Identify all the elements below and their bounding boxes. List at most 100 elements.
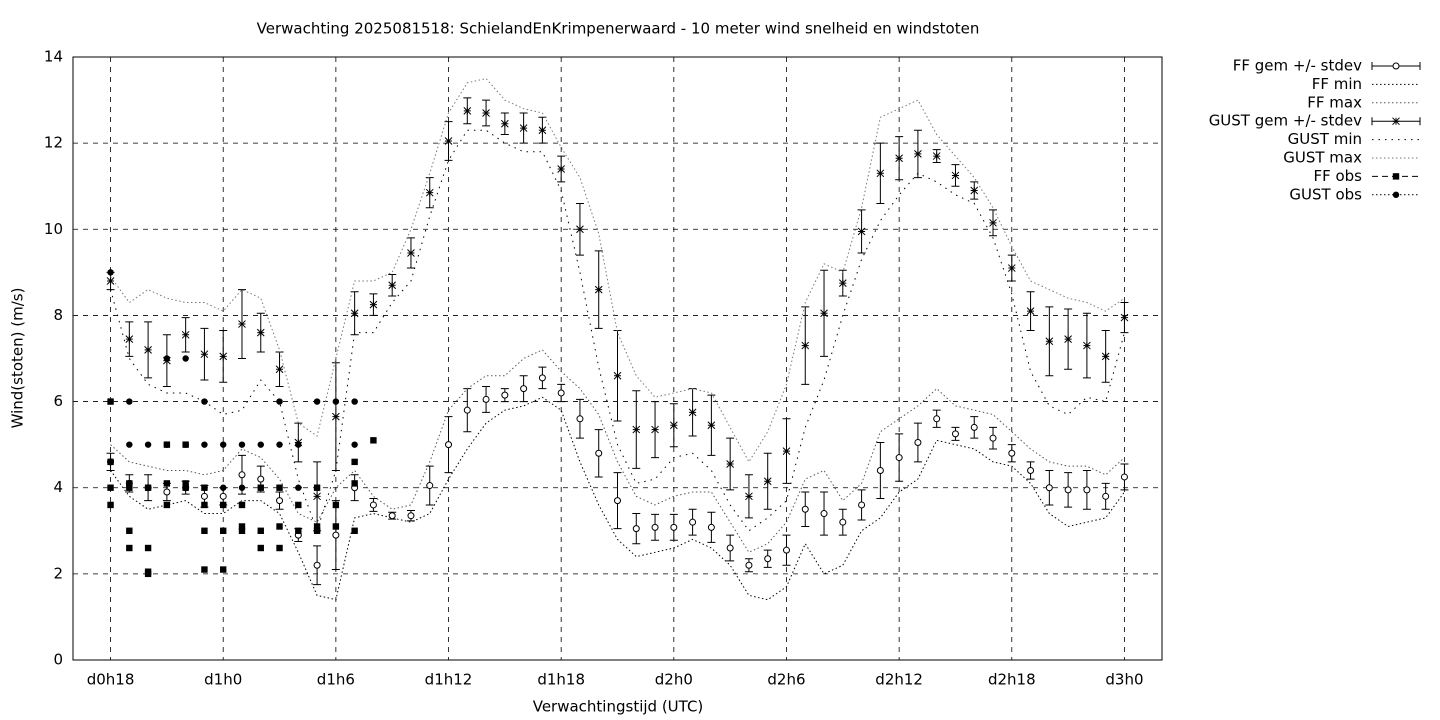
legend-marker (1392, 117, 1400, 126)
data-point (970, 423, 978, 431)
data-point (932, 152, 941, 160)
legend-label: FF gem +/- stdev (1233, 57, 1362, 75)
data-point (257, 527, 264, 534)
data-point (200, 350, 209, 359)
data-point (1007, 264, 1016, 272)
data-point (557, 165, 566, 173)
data-point (125, 335, 134, 343)
data-point (238, 523, 246, 530)
x-tick-label: d3h0 (1105, 671, 1143, 689)
data-point (1120, 313, 1129, 322)
data-point (895, 154, 903, 163)
data-point (276, 484, 283, 491)
data-point (144, 544, 152, 552)
y-tick-label: 14 (44, 48, 63, 66)
legend-label: GUST min (1288, 130, 1362, 148)
data-point (764, 555, 772, 563)
data-point (782, 546, 790, 554)
data-point (295, 501, 302, 509)
data-point (951, 430, 959, 438)
data-point (519, 124, 528, 132)
legend-label: GUST max (1283, 149, 1362, 167)
data-point (989, 218, 997, 227)
data-point (538, 374, 546, 382)
data-point (351, 527, 358, 534)
data-point (313, 492, 321, 501)
data-point (1083, 486, 1091, 494)
data-point (1027, 466, 1035, 474)
legend-swatch (1371, 62, 1421, 70)
data-point (163, 501, 171, 509)
data-point (106, 277, 115, 285)
data-point (801, 505, 809, 513)
data-point (220, 484, 227, 491)
envelope-line (110, 396, 1125, 601)
data-point (801, 341, 810, 350)
envelope-line (110, 129, 1125, 533)
data-point (1101, 352, 1110, 361)
data-point (144, 484, 152, 491)
data-point (163, 355, 171, 362)
data-point (126, 398, 133, 405)
data-point (332, 531, 340, 539)
data-point (482, 395, 490, 403)
data-point (520, 385, 528, 393)
data-point (370, 437, 377, 444)
data-point (257, 441, 264, 448)
data-point (220, 566, 227, 573)
data-point (313, 527, 321, 534)
data-point (200, 492, 208, 500)
data-point (557, 389, 565, 397)
x-tick-label: d1h18 (537, 671, 585, 689)
data-point (313, 484, 321, 491)
data-point (914, 438, 922, 446)
x-axis-label: Verwachtingstijd (UTC) (533, 698, 704, 716)
data-point (876, 169, 885, 178)
plot-frame (72, 56, 1163, 661)
data-point (126, 441, 133, 448)
data-point (295, 527, 302, 534)
data-point (895, 454, 903, 462)
y-tick-label: 10 (44, 220, 63, 238)
data-point (126, 484, 133, 491)
envelope-line (110, 349, 1125, 553)
data-point (839, 518, 847, 526)
data-point (163, 480, 171, 487)
data-point (107, 269, 114, 276)
data-point (182, 480, 189, 487)
data-point (1026, 307, 1035, 315)
data-point (220, 441, 227, 448)
y-tick-label: 12 (44, 134, 63, 152)
data-point (463, 406, 471, 414)
data-point (295, 441, 302, 448)
data-point (332, 398, 340, 405)
data-point (858, 501, 866, 509)
data-point (613, 371, 622, 380)
data-point (951, 171, 960, 180)
data-point (201, 501, 208, 509)
data-point (276, 523, 283, 530)
legend-label: FF min (1312, 75, 1362, 93)
data-point (107, 398, 114, 405)
x-tick-label: d1h0 (204, 671, 242, 689)
legend-marker (1392, 191, 1400, 198)
data-point (914, 150, 922, 158)
data-point (838, 279, 847, 287)
data-point (219, 492, 227, 500)
data-point (201, 441, 208, 448)
data-point (126, 527, 133, 534)
y-tick-label: 8 (53, 306, 63, 324)
data-point (501, 391, 509, 399)
data-point (107, 484, 114, 491)
data-point (407, 512, 415, 520)
data-point (256, 328, 265, 337)
data-point (350, 309, 359, 318)
data-point (763, 477, 772, 486)
data-point (201, 484, 208, 491)
data-point (126, 480, 133, 487)
data-point (876, 466, 884, 474)
data-point (238, 501, 246, 509)
data-point (820, 309, 828, 318)
data-point (463, 106, 472, 115)
data-point (144, 346, 152, 354)
